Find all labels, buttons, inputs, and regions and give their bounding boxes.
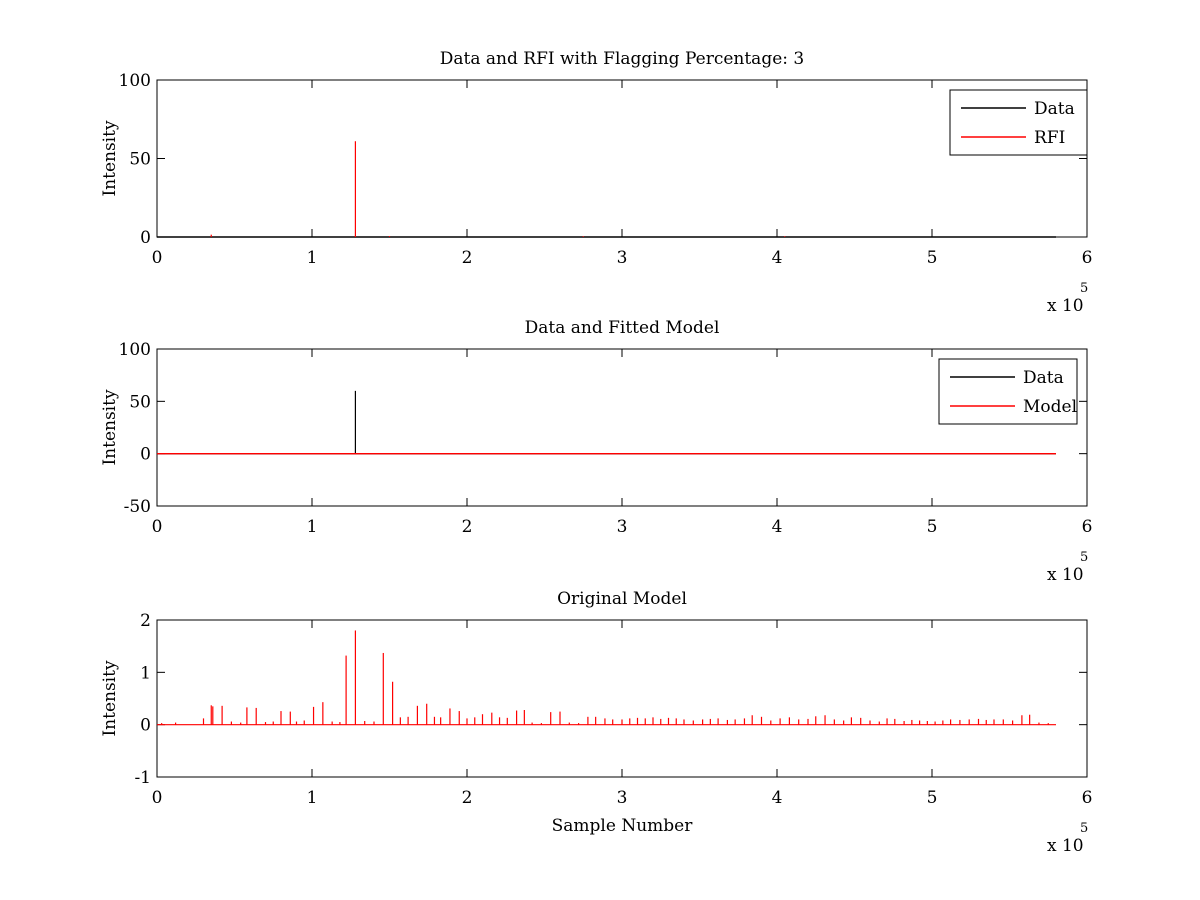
y-tick-label: 1 <box>140 663 151 683</box>
y-axis-label: Intensity <box>100 389 120 465</box>
legend-label-data: Data <box>1034 99 1075 119</box>
legend-box <box>949 89 1088 156</box>
x-tick-label: 1 <box>307 517 318 537</box>
chart-title: Data and RFI with Flagging Percentage: 3 <box>440 49 804 69</box>
y-tick-label: 100 <box>119 340 151 360</box>
legend-box <box>938 358 1078 425</box>
y-tick-label: 50 <box>129 392 151 412</box>
x-tick-label: 0 <box>152 248 163 268</box>
x-tick-label: 0 <box>152 788 163 808</box>
x-multiplier: x 10 <box>1047 836 1084 856</box>
y-tick-label: 100 <box>119 71 151 91</box>
x-multiplier: x 10 <box>1047 296 1084 316</box>
series-rfi <box>210 141 786 237</box>
axes-frame <box>156 79 1088 238</box>
y-tick-label: 0 <box>140 445 151 465</box>
legend: Data RFI <box>949 89 1088 156</box>
x-tick-label: 3 <box>617 248 628 268</box>
chart-title: Data and Fitted Model <box>525 318 720 338</box>
x-tick-label: 1 <box>307 248 318 268</box>
x-tick-label: 6 <box>1082 517 1093 537</box>
y-tick-label: -50 <box>124 497 151 517</box>
x-tick-label: 2 <box>462 788 473 808</box>
x-multiplier: x 10 <box>1047 565 1084 585</box>
x-tick-label: 5 <box>927 248 938 268</box>
x-tick-label: 5 <box>927 517 938 537</box>
x-tick-label: 2 <box>462 248 473 268</box>
y-tick-label: 0 <box>140 716 151 736</box>
x-tick-label: 6 <box>1082 248 1093 268</box>
x-tick-label: 4 <box>772 517 783 537</box>
y-axis-label: Intensity <box>100 120 120 196</box>
x-tick-label: 5 <box>927 788 938 808</box>
chart-title: Original Model <box>557 589 687 609</box>
series-data <box>157 390 1056 455</box>
x-tick-label: 1 <box>307 788 318 808</box>
legend-label-model: Model <box>1023 397 1077 417</box>
y-tick-label: -1 <box>134 768 151 788</box>
x-multiplier-exponent: 5 <box>1080 821 1088 836</box>
x-tick-label: 6 <box>1082 788 1093 808</box>
legend-label-rfi: RFI <box>1034 128 1065 148</box>
x-tick-label: 3 <box>617 788 628 808</box>
x-multiplier-exponent: 5 <box>1080 281 1088 296</box>
y-tick-label: 2 <box>140 611 151 631</box>
y-tick-label: 0 <box>140 228 151 248</box>
x-tick-label: 4 <box>772 788 783 808</box>
y-tick-label: 50 <box>129 150 151 170</box>
legend: Data Model <box>938 358 1078 425</box>
x-tick-label: 2 <box>462 517 473 537</box>
axes-frame <box>156 619 1088 778</box>
y-axis-label: Intensity <box>100 660 120 736</box>
x-axis-label: Sample Number <box>552 816 694 836</box>
x-multiplier-exponent: 5 <box>1080 550 1088 565</box>
x-tick-label: 3 <box>617 517 628 537</box>
series-model <box>157 630 1056 726</box>
legend-label-data: Data <box>1023 368 1064 388</box>
x-tick-label: 4 <box>772 248 783 268</box>
x-tick-label: 0 <box>152 517 163 537</box>
